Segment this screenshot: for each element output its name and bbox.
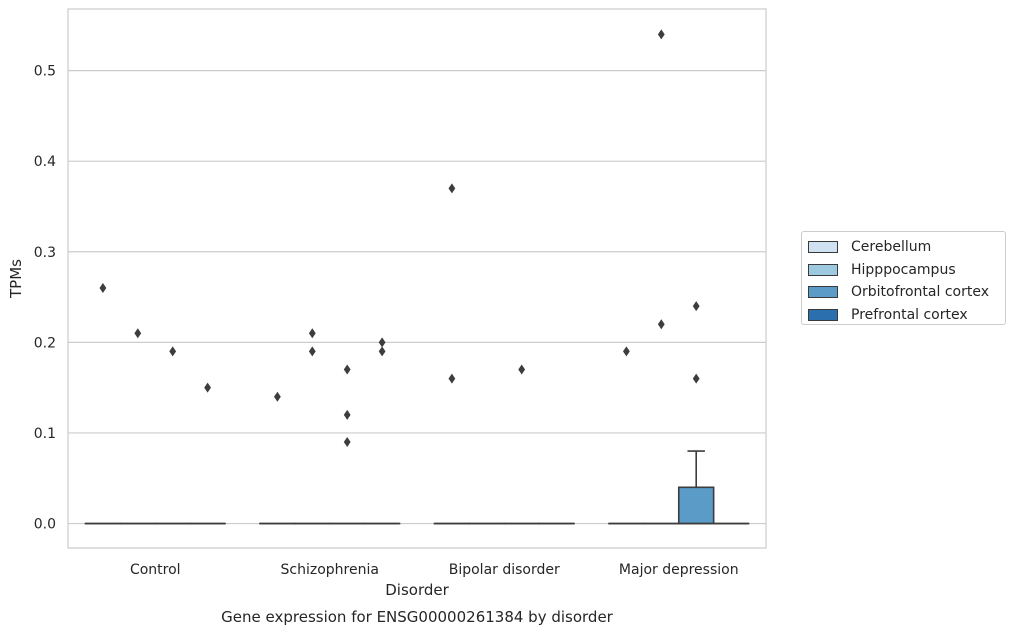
outlier-point	[692, 373, 700, 384]
outlier-point	[134, 328, 142, 339]
outlier-point	[343, 364, 351, 375]
x-tick-labels: Control Schizophrenia Bipolar disorder Majo…	[130, 562, 739, 578]
y-tick-label: 0.4	[34, 154, 56, 170]
outlier-point	[274, 391, 281, 402]
x-tick-label: Bipolar disorder	[449, 562, 560, 578]
legend-swatch	[808, 308, 838, 321]
outlier-point	[518, 364, 526, 375]
legend-label: Prefrontal cortex	[851, 306, 968, 323]
y-tick-labels: 0.0 0.1 0.2 0.3 0.4 0.5	[34, 64, 56, 533]
plot-frame	[67, 8, 767, 549]
x-tick-label: Control	[130, 562, 181, 578]
legend-swatch	[808, 263, 838, 276]
outlier-point	[99, 283, 107, 294]
outlier-point	[378, 337, 386, 348]
gridlines	[68, 69, 766, 525]
y-tick-label: 0.1	[34, 426, 56, 442]
legend-label: Hipppocampus	[851, 261, 956, 278]
y-tick-label: 0.2	[34, 335, 56, 351]
outlier-point	[378, 346, 386, 357]
legend-swatch	[808, 286, 838, 299]
legend-label: Cerebellum	[851, 239, 932, 256]
legend-item: Orbitofrontal cortex	[808, 281, 1005, 304]
box	[677, 486, 715, 525]
outlier-point	[169, 346, 177, 357]
legend: Cerebellum Hipppocampus Orbitofrontal cort…	[801, 231, 1006, 325]
y-tick-label: 0.0	[34, 517, 56, 533]
y-tick-label: 0.5	[34, 64, 56, 80]
outlier-point	[204, 382, 211, 393]
legend-swatch	[808, 241, 838, 254]
outlier-point	[343, 437, 351, 448]
x-tick-label: Schizophrenia	[281, 562, 379, 578]
outliers	[99, 29, 700, 448]
y-tick-label: 0.3	[34, 245, 56, 261]
legend-item: Prefrontal cortex	[808, 304, 1005, 327]
x-tick-label: Major depression	[619, 562, 739, 578]
outlier-point	[692, 301, 700, 312]
outlier-point	[308, 328, 316, 339]
outlier-point	[343, 409, 351, 420]
outlier-point	[623, 346, 630, 357]
outlier-point	[308, 346, 316, 357]
x-axis-label: Disorder	[385, 581, 449, 599]
y-axis-label: TPMs	[7, 259, 25, 299]
legend-item: Cerebellum	[808, 236, 1005, 259]
legend-label: Orbitofrontal cortex	[851, 284, 989, 301]
outlier-point	[448, 373, 456, 384]
outlier-point	[448, 183, 456, 194]
chart-title: Gene expression for ENSG00000261384 by d…	[221, 608, 614, 626]
outlier-point	[657, 29, 665, 40]
outlier-point	[657, 319, 665, 330]
boxes	[84, 450, 750, 525]
legend-item: Hipppocampus	[808, 259, 1005, 282]
